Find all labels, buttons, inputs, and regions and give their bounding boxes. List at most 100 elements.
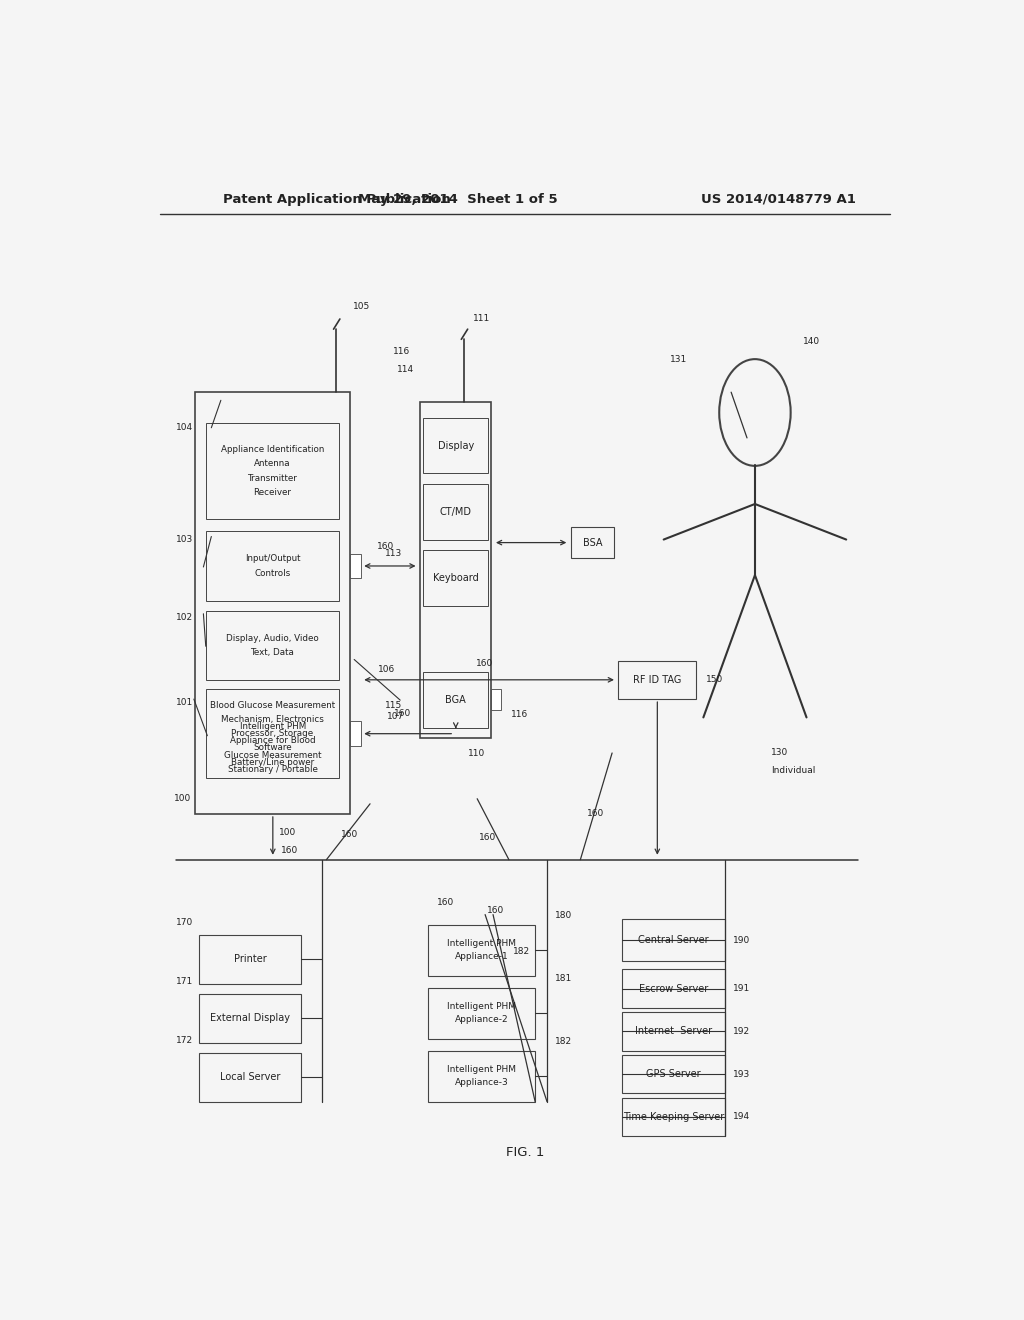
Text: BSA: BSA — [583, 537, 602, 548]
Bar — [350, 722, 361, 746]
Bar — [200, 1053, 301, 1102]
Text: Printer: Printer — [233, 954, 266, 965]
Text: Keyboard: Keyboard — [433, 573, 478, 582]
Bar — [622, 1012, 725, 1051]
Text: 104: 104 — [176, 424, 194, 432]
Text: 160: 160 — [486, 906, 504, 915]
Text: 160: 160 — [476, 659, 493, 668]
Bar — [423, 417, 488, 474]
Text: RF ID TAG: RF ID TAG — [633, 675, 682, 685]
Text: Intelligent PHM: Intelligent PHM — [447, 1065, 516, 1074]
Bar — [196, 392, 350, 814]
Text: Display, Audio, Video: Display, Audio, Video — [226, 634, 318, 643]
Text: 160: 160 — [394, 709, 412, 718]
Text: Local Server: Local Server — [220, 1072, 281, 1082]
Text: 100: 100 — [174, 795, 191, 804]
Text: GPS Server: GPS Server — [646, 1069, 700, 1080]
Bar — [200, 994, 301, 1043]
Text: 160: 160 — [479, 833, 496, 842]
Text: 182: 182 — [555, 1036, 572, 1045]
Bar — [622, 919, 725, 961]
Text: Appliance Identification: Appliance Identification — [221, 445, 325, 454]
Text: 160: 160 — [437, 898, 454, 907]
Text: 160: 160 — [377, 541, 394, 550]
Text: 103: 103 — [176, 535, 194, 544]
Bar — [423, 483, 488, 540]
Text: 107: 107 — [387, 713, 404, 722]
Bar — [423, 549, 488, 606]
Text: Text, Data: Text, Data — [251, 648, 294, 657]
Text: Input/Output: Input/Output — [245, 554, 300, 564]
Text: 114: 114 — [396, 366, 414, 375]
Bar — [206, 422, 339, 519]
Text: BGA: BGA — [445, 694, 466, 705]
Text: Appliance-3: Appliance-3 — [455, 1078, 509, 1088]
Text: 100: 100 — [280, 828, 296, 837]
Text: Intelligent PHM: Intelligent PHM — [240, 722, 306, 731]
Text: Central Server: Central Server — [638, 935, 709, 945]
Bar — [200, 935, 301, 983]
Text: 116: 116 — [511, 710, 528, 719]
Bar — [570, 528, 614, 558]
Text: 194: 194 — [733, 1113, 750, 1122]
Text: FIG. 1: FIG. 1 — [506, 1146, 544, 1159]
Text: 106: 106 — [378, 665, 395, 675]
Text: Mechanism, Electronics: Mechanism, Electronics — [221, 715, 324, 723]
Text: 111: 111 — [472, 314, 489, 323]
Bar — [428, 987, 536, 1039]
Text: US 2014/0148779 A1: US 2014/0148779 A1 — [701, 193, 856, 206]
Bar — [423, 672, 488, 727]
Text: Software: Software — [253, 743, 292, 752]
Text: External Display: External Display — [210, 1014, 290, 1023]
Text: 182: 182 — [513, 946, 530, 956]
Text: Appliance-2: Appliance-2 — [455, 1015, 508, 1024]
Text: 160: 160 — [281, 846, 298, 855]
Text: 140: 140 — [803, 337, 819, 346]
Text: 113: 113 — [385, 549, 402, 558]
Bar — [428, 1051, 536, 1102]
Text: 180: 180 — [555, 911, 572, 920]
Bar — [622, 969, 725, 1008]
Text: 191: 191 — [733, 985, 750, 993]
Text: 181: 181 — [555, 974, 572, 982]
Bar — [618, 660, 696, 700]
Text: 170: 170 — [176, 917, 194, 927]
Text: 150: 150 — [706, 676, 723, 684]
Text: Controls: Controls — [254, 569, 291, 578]
Text: Appliance-1: Appliance-1 — [455, 952, 509, 961]
Text: 110: 110 — [468, 748, 485, 758]
Text: CT/MD: CT/MD — [439, 507, 472, 516]
Bar — [206, 611, 339, 680]
Text: Battery/Line power: Battery/Line power — [230, 758, 314, 767]
Text: Processor, Storage: Processor, Storage — [231, 729, 313, 738]
Text: 115: 115 — [385, 701, 402, 710]
Bar — [622, 1097, 725, 1137]
Text: Patent Application Publication: Patent Application Publication — [223, 193, 451, 206]
Text: 131: 131 — [671, 355, 687, 364]
Text: 105: 105 — [352, 302, 370, 312]
Text: Appliance for Blood: Appliance for Blood — [230, 737, 315, 746]
Text: 190: 190 — [733, 936, 750, 945]
Text: 192: 192 — [733, 1027, 750, 1036]
Text: Display: Display — [437, 441, 474, 450]
Text: Stationary / Portable: Stationary / Portable — [228, 764, 317, 774]
Text: 116: 116 — [393, 347, 411, 356]
Text: Escrow Server: Escrow Server — [639, 983, 708, 994]
Text: Glucose Measurement: Glucose Measurement — [224, 751, 322, 759]
Text: 101: 101 — [176, 698, 194, 706]
Text: 160: 160 — [587, 809, 604, 818]
Text: Intelligent PHM: Intelligent PHM — [447, 939, 516, 948]
Text: Individual: Individual — [771, 766, 815, 775]
Text: 102: 102 — [176, 614, 194, 622]
Text: Intelligent PHM: Intelligent PHM — [447, 1002, 516, 1011]
Text: 172: 172 — [176, 1036, 194, 1044]
Text: Blood Glucose Measurement: Blood Glucose Measurement — [210, 701, 335, 710]
Text: Antenna: Antenna — [254, 459, 291, 469]
Text: Receiver: Receiver — [253, 488, 292, 496]
Bar — [206, 532, 339, 601]
Text: Time Keeping Server: Time Keeping Server — [623, 1111, 724, 1122]
Text: Transmitter: Transmitter — [248, 474, 297, 483]
Bar — [350, 554, 361, 578]
Bar — [420, 403, 492, 738]
Text: 171: 171 — [176, 977, 194, 986]
